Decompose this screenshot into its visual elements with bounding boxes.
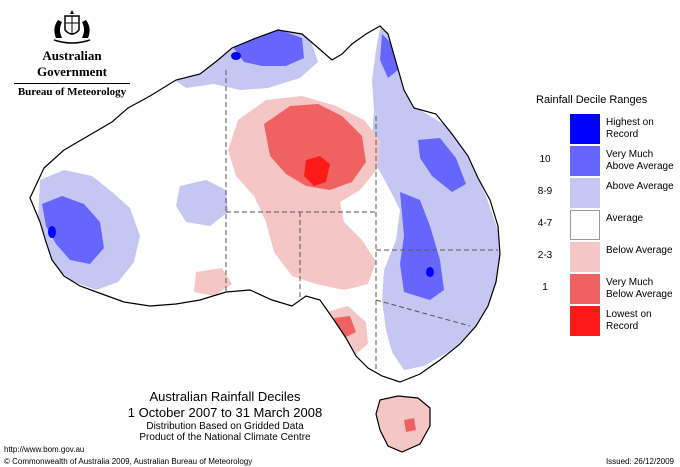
legend-label: Lowest on Record (606, 309, 652, 332)
map-note-line1: Distribution Based on Gridded Data (146, 421, 304, 432)
region-central-west-above-average (176, 180, 228, 226)
legend-swatch (570, 306, 600, 336)
legend-item-above: 8-9 Above Average (520, 178, 680, 208)
legend-range: 4-7 (537, 218, 553, 229)
region-central-very-much-below (264, 104, 366, 190)
region-south-very-much-below (334, 316, 356, 338)
government-logo: Australian Government Bureau of Meteorol… (8, 8, 136, 98)
legend-title: Rainfall Decile Ranges (536, 94, 648, 106)
legend-range: 8-9 (537, 186, 553, 197)
government-name: Australian Government (36, 48, 108, 79)
decile-regions (38, 26, 500, 370)
legend-range: 2-3 (537, 250, 553, 261)
footer-issued-date: Issued: 26/12/2009 (605, 457, 674, 466)
region-west-highest (48, 226, 56, 238)
legend-item-below: 2-3 Below Average (520, 242, 680, 272)
legend-item-very-much-below: 1 Very Much Below Average (520, 274, 680, 304)
legend-swatch (570, 242, 600, 272)
legend-label: Very Much Above Average (606, 149, 674, 172)
region-ne-very-much-above (418, 138, 466, 192)
coat-of-arms-icon (53, 10, 91, 44)
legend-label: Below Average (606, 245, 673, 256)
tasmania (375, 395, 431, 453)
legend-swatch (570, 178, 600, 208)
legend-item-highest: Highest on Record (520, 114, 680, 144)
legend-label: Above Average (606, 181, 674, 192)
state-borders (225, 70, 498, 372)
region-nullarbor-below-average (194, 268, 232, 296)
region-west-very-much-above (42, 196, 104, 264)
map-title: Australian Rainfall Deciles (149, 389, 301, 404)
legend-range: 10 (539, 154, 551, 165)
region-cape-very-much-above (380, 34, 398, 78)
region-qld-highest (426, 267, 434, 277)
region-topend-highest (231, 52, 241, 60)
region-central-lowest (304, 156, 330, 186)
legend-swatch (570, 210, 600, 240)
map-note-line2: Product of the National Climate Centre (139, 432, 311, 443)
legend-label: Highest on Record (606, 117, 654, 140)
legend-label: Average (606, 213, 644, 224)
legend-swatch (570, 146, 600, 176)
legend-item-average: 4-7 Average (520, 210, 680, 240)
legend-item-very-much-above: 10 Very Much Above Average (520, 146, 680, 176)
footer-url: http://www.bom.gov.au (4, 445, 85, 454)
logo-divider (14, 83, 130, 84)
legend-swatch (570, 114, 600, 144)
legend-item-lowest: Lowest on Record (520, 306, 680, 336)
legend-range: 1 (542, 282, 548, 293)
bureau-name: Bureau of Meteorology (17, 86, 127, 98)
map-period: 1 October 2007 to 31 March 2008 (127, 405, 323, 420)
legend-label: Very Much Below Average (606, 277, 673, 300)
footer-copyright: © Commonwealth of Australia 2009, Austra… (4, 457, 253, 466)
mainland-coastline (29, 25, 501, 383)
legend-swatch (570, 274, 600, 304)
